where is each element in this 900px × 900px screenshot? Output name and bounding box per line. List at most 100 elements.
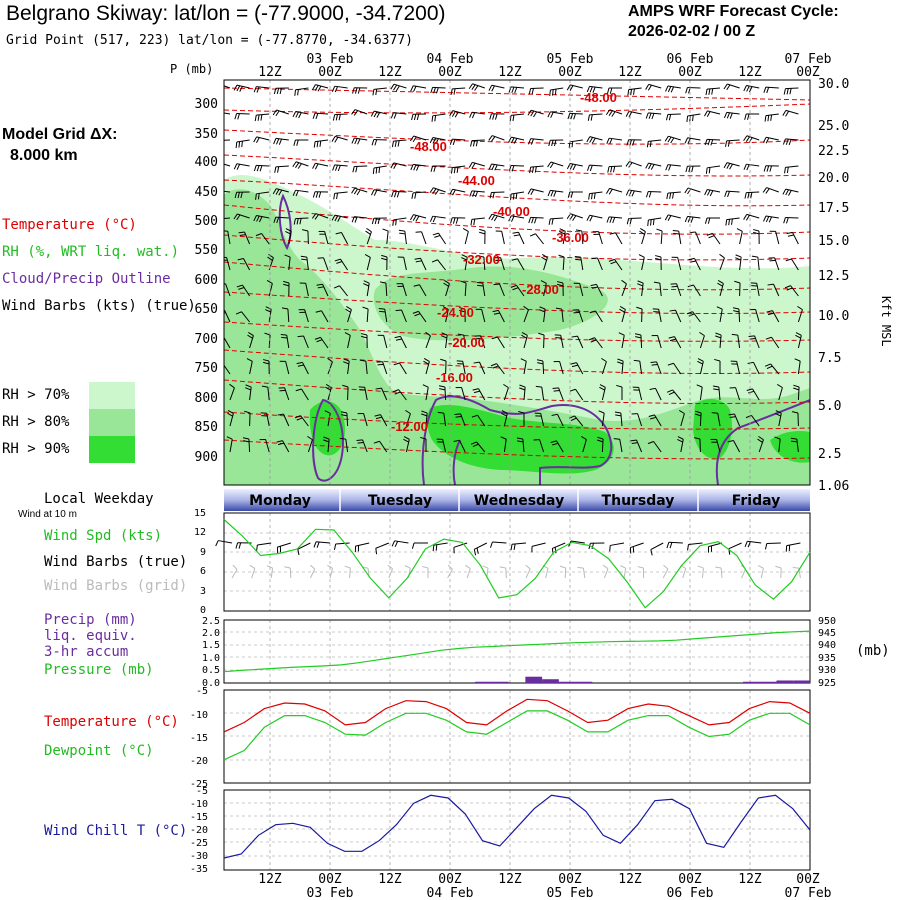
xs-wind-barb-feather <box>471 414 478 418</box>
xs-wind-barb <box>461 387 466 401</box>
model-grid-value: 8.000 km <box>10 147 78 164</box>
xs-wind-barb-feather <box>767 283 774 286</box>
xs-wind-barb-feather <box>277 413 284 416</box>
xs-wind-barb-feather <box>229 383 235 389</box>
xs-wind-barb-feather <box>474 85 479 91</box>
temperature-contours <box>224 87 810 460</box>
grid-wind-barb <box>564 567 567 579</box>
top-hour-tick: 12Z <box>618 65 642 80</box>
xs-wind-barb-feather <box>558 254 565 258</box>
xs-wind-barb-feather <box>432 188 437 194</box>
xs-wind-barb-feather <box>530 110 535 117</box>
xs-wind-barb-feather <box>374 218 378 225</box>
xs-wind-barb-feather <box>770 114 773 121</box>
xs-wind-barb-feather <box>253 215 257 222</box>
xs-wind-barb-feather <box>513 234 520 237</box>
xs-wind-barb-feather <box>523 305 529 311</box>
xs-wind-barb-feather <box>636 306 643 310</box>
xs-wind-barb-feather <box>511 216 515 222</box>
xs-wind-barb <box>615 232 623 245</box>
xs-wind-barb-feather <box>488 163 493 170</box>
xs-wind-barb-feather <box>296 417 303 421</box>
xs-wind-barb-feather <box>652 219 655 226</box>
xs-wind-barb-feather <box>333 193 336 200</box>
xs-wind-barb-feather <box>786 287 793 291</box>
xs-wind-barb-feather <box>469 190 473 197</box>
xs-wind-barb-feather <box>713 388 720 391</box>
xs-wind-barb <box>381 387 388 401</box>
top-hour-tick: 12Z <box>258 65 282 80</box>
xs-wind-barb-feather <box>669 309 676 312</box>
grid-wind-barb-feather <box>602 564 609 570</box>
xs-wind-barb <box>648 217 662 221</box>
precip-label: Precip (mm) <box>44 612 137 628</box>
surface-wind-barb <box>728 542 742 550</box>
xs-wind-barb <box>601 438 604 453</box>
xs-wind-barb-feather <box>422 384 429 388</box>
temp-contour-line <box>224 411 810 430</box>
xs-wind-barb <box>498 310 505 323</box>
xs-wind-barb <box>420 258 427 271</box>
xs-wind-barb <box>699 361 704 375</box>
kft-tick: 20.0 <box>818 171 849 186</box>
xs-wind-barb-feather <box>515 193 518 200</box>
contour-label: -28.00 <box>522 282 559 297</box>
xs-wind-barb-feather <box>277 166 280 173</box>
xs-wind-barb <box>237 213 250 219</box>
xs-wind-barb <box>460 413 466 427</box>
xs-wind-barb-feather <box>319 140 322 147</box>
pres-tick: 935 <box>818 653 836 664</box>
xs-wind-barb-feather <box>670 86 675 93</box>
xs-wind-barb-feather <box>542 253 548 258</box>
xs-wind-barb-feather <box>444 279 450 284</box>
xs-wind-barb-feather <box>669 192 672 199</box>
surface-wind-barb-feather <box>316 541 320 548</box>
xs-wind-barb-feather <box>434 235 441 238</box>
xs-wind-barb-feather <box>617 361 624 365</box>
xs-wind-barb <box>717 413 721 427</box>
xs-wind-barb-feather <box>764 363 771 367</box>
xs-wind-barb-feather <box>325 386 331 391</box>
surface-wind-barb-feather <box>609 545 611 552</box>
top-hour-tick: 12Z <box>738 65 762 80</box>
xs-wind-barb-feather <box>393 163 397 170</box>
xs-wind-barb-feather <box>745 415 752 419</box>
xs-wind-barb <box>668 135 681 141</box>
xs-wind-barb <box>550 161 564 167</box>
xs-wind-barb <box>491 84 505 89</box>
xs-wind-barb-feather <box>677 436 684 440</box>
bottom-hour-tick: 00Z <box>318 872 342 887</box>
xs-wind-barb-feather <box>224 312 226 314</box>
xs-wind-barb-feather <box>327 357 333 363</box>
xs-wind-barb-feather <box>429 215 434 222</box>
xs-wind-barb-feather <box>353 188 358 195</box>
xs-wind-barb-feather <box>788 190 792 196</box>
xs-wind-barb-feather <box>629 218 632 225</box>
xs-wind-barb-feather <box>753 231 760 235</box>
top-hour-tick: 12Z <box>498 65 522 80</box>
xs-wind-barb-feather <box>296 139 299 146</box>
cloud-outline-5 <box>715 399 810 485</box>
xs-wind-barb-feather <box>254 115 257 122</box>
surface-wind-barb <box>277 542 291 548</box>
xs-wind-barb <box>628 110 642 115</box>
xs-wind-barb <box>561 309 564 323</box>
xs-wind-barb <box>589 136 603 141</box>
xs-wind-barb-feather <box>732 307 740 310</box>
xs-wind-barb-feather <box>295 111 299 118</box>
xs-wind-barb <box>530 216 544 219</box>
xs-wind-barb-feather <box>460 280 467 284</box>
xs-wind-barb-feather <box>217 85 220 90</box>
xs-wind-barb-feather <box>716 306 723 310</box>
xs-wind-barb-feather <box>324 410 331 414</box>
xs-wind-barb <box>315 139 329 143</box>
xs-wind-barb-feather <box>450 217 453 224</box>
xs-wind-barb <box>241 311 250 323</box>
xs-wind-barb-feather <box>430 87 434 94</box>
xs-wind-barb <box>413 135 427 141</box>
xs-wind-barb-feather <box>351 216 355 223</box>
xs-wind-barb-feather <box>746 388 753 391</box>
xs-wind-barb <box>531 109 544 115</box>
xs-wind-barb <box>354 109 368 115</box>
xs-wind-barb-feather <box>574 256 581 258</box>
